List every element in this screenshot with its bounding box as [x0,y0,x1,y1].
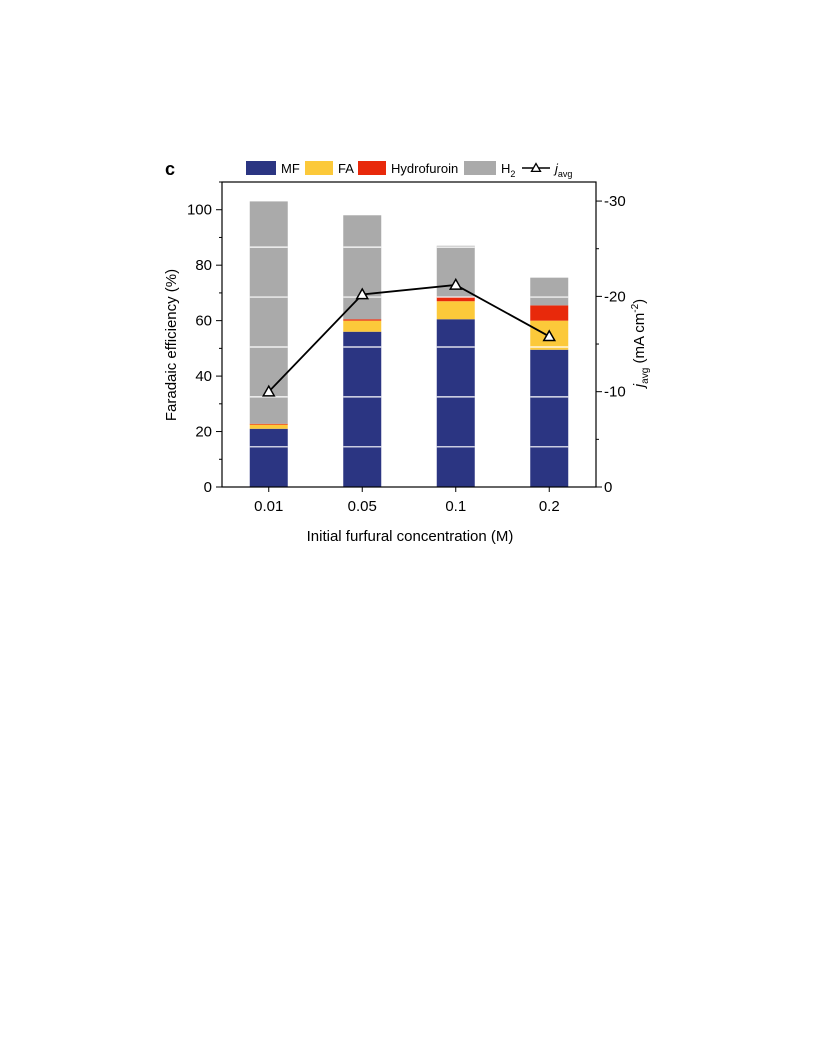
y2-tick-label: -20 [604,288,626,305]
javg-line [268,284,550,393]
y-tick-label: 40 [195,368,212,385]
javg-marker-0.2 [542,329,557,342]
legend-item-2: Hydrofuroin [358,161,458,176]
x-tick-label: 0.05 [348,498,377,515]
y2-tick-label: 0 [604,479,612,496]
plot-frame [221,181,597,488]
javg-marker-0.01 [261,384,276,397]
legend-swatch [464,161,496,175]
legend-swatch [305,161,333,175]
bar-MF-0.2 [530,349,569,487]
bar-Hydrofuroin-0.01 [249,423,288,425]
legend: MF FA Hydrofuroin H2 javg [246,161,572,179]
y2-tick-label: -30 [604,193,626,210]
legend-label: FA [338,161,354,176]
legend-item-3: H2 [464,161,515,179]
x-tick-label: 0.01 [254,498,283,515]
legend-item-1: FA [305,161,354,176]
javg-marker-0.1 [448,277,463,290]
y-tick-label: 20 [195,424,212,441]
x-tick-label: 0.2 [539,498,560,515]
legend-item-4: javg [522,161,572,179]
bar-Hydrofuroin-0.1 [436,297,475,302]
bars [249,201,569,487]
legend-label: Hydrofuroin [391,161,458,176]
javg-marker-0.05 [355,287,370,300]
legend-label: H2 [501,161,515,179]
legend-item-0: MF [246,161,300,176]
bar-Hydrofuroin-0.2 [530,305,569,321]
bar-MF-0.1 [436,319,475,487]
legend-label: MF [281,161,300,176]
bar-MF-0.01 [249,428,288,487]
bar-FA-0.01 [249,424,288,429]
y2-axis-title: javg (mA cm-2) [630,299,651,389]
bar-MF-0.05 [343,331,382,487]
legend-label: javg [553,161,572,179]
y-tick-label: 0 [204,479,212,496]
x-tick-label: 0.1 [445,498,466,515]
y-axis-title: Faradaic efficiency (%) [163,269,180,421]
panel-label: c [165,159,175,179]
legend-swatch [358,161,386,175]
bar-FA-0.1 [436,301,475,320]
bar-H2-0.05 [343,215,382,320]
legend-swatch [246,161,276,175]
bar-Hydrofuroin-0.05 [343,319,382,321]
axes: 0 20 40 60 80 100 0 -10 -20 -30 0.01 0.05 0.1 0.2 [187,181,626,515]
x-axis-title: Initial furfural concentration (M) [307,528,514,545]
y-tick-label: 80 [195,257,212,274]
legend-marker [530,162,542,173]
y2-tick-label: -10 [604,384,626,401]
javg-line-layer [261,277,557,397]
bar-FA-0.05 [343,320,382,332]
y-tick-label: 60 [195,313,212,330]
bar-H2-0.2 [530,277,569,306]
y-tick-label: 100 [187,202,212,219]
